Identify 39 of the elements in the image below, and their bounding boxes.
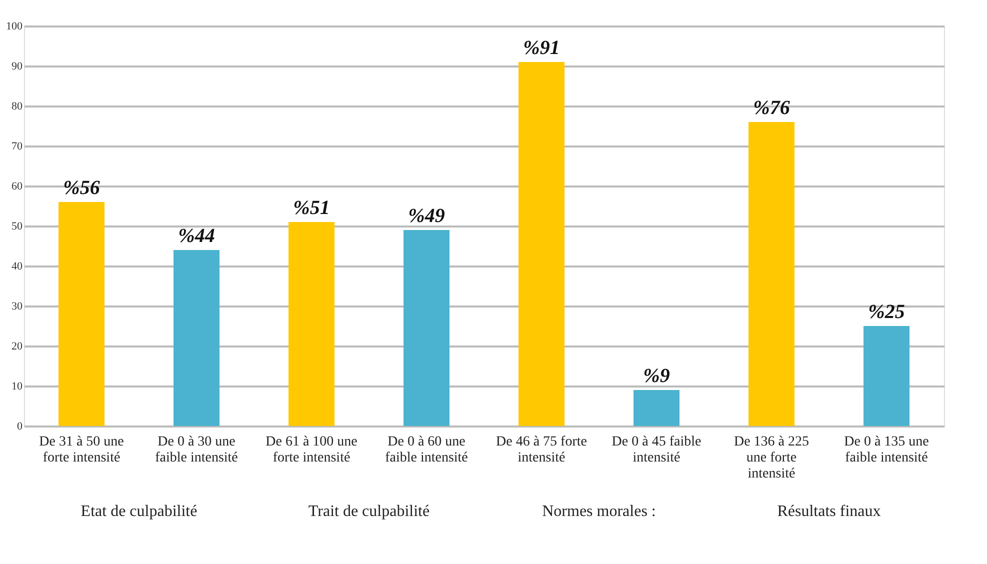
bar (634, 390, 680, 426)
x-tick-label: De 46 à 75 forte intensité (496, 434, 587, 466)
y-tick-label: 90 (12, 60, 23, 72)
text: Trait de culpabilité (308, 503, 430, 520)
x-tick-label: De 0 à 60 une faible intensité (385, 434, 468, 466)
data-label: %56 (63, 177, 100, 199)
y-tick-label: 40 (12, 260, 23, 272)
text: Etat de culpabilité (80, 503, 198, 520)
data-label: %9 (643, 365, 670, 387)
x-tick-label: De 136 à 225 une forte intensité (734, 434, 810, 482)
data-label: %49 (408, 205, 445, 227)
x-tick-label: De 0 à 135 une faible intensité (844, 434, 929, 466)
bar (404, 230, 450, 426)
data-label: %44 (178, 225, 215, 247)
y-tick-label: 60 (12, 180, 23, 192)
text: Normes morales : (542, 503, 656, 520)
data-label: %91 (523, 37, 560, 59)
x-tick-label: De 31 à 50 une forte intensité (39, 434, 124, 466)
bar (174, 250, 220, 426)
data-label: %25 (868, 301, 905, 323)
bar (58, 202, 104, 426)
bar (518, 62, 564, 426)
bar (748, 122, 794, 426)
data-label: %51 (293, 197, 330, 219)
y-tick-label: 10 (12, 380, 23, 392)
y-tick-label: 80 (12, 100, 23, 112)
text: Résultats finaux (777, 503, 881, 520)
x-tick-label: De 0 à 45 faible intensité (612, 434, 702, 466)
y-tick-label: 0 (17, 420, 23, 432)
data-label: %76 (753, 97, 790, 119)
x-tick-label: De 61 à 100 une forte intensité (266, 434, 358, 466)
y-tick-label: 70 (12, 140, 23, 152)
bar (864, 326, 910, 426)
y-tick-label: 100 (6, 20, 23, 32)
x-tick-label: De 0 à 30 une faible intensité (155, 434, 238, 466)
bar (288, 222, 334, 426)
y-tick-label: 20 (12, 340, 23, 352)
y-tick-label: 30 (12, 300, 23, 312)
y-tick-label: 50 (12, 220, 23, 232)
